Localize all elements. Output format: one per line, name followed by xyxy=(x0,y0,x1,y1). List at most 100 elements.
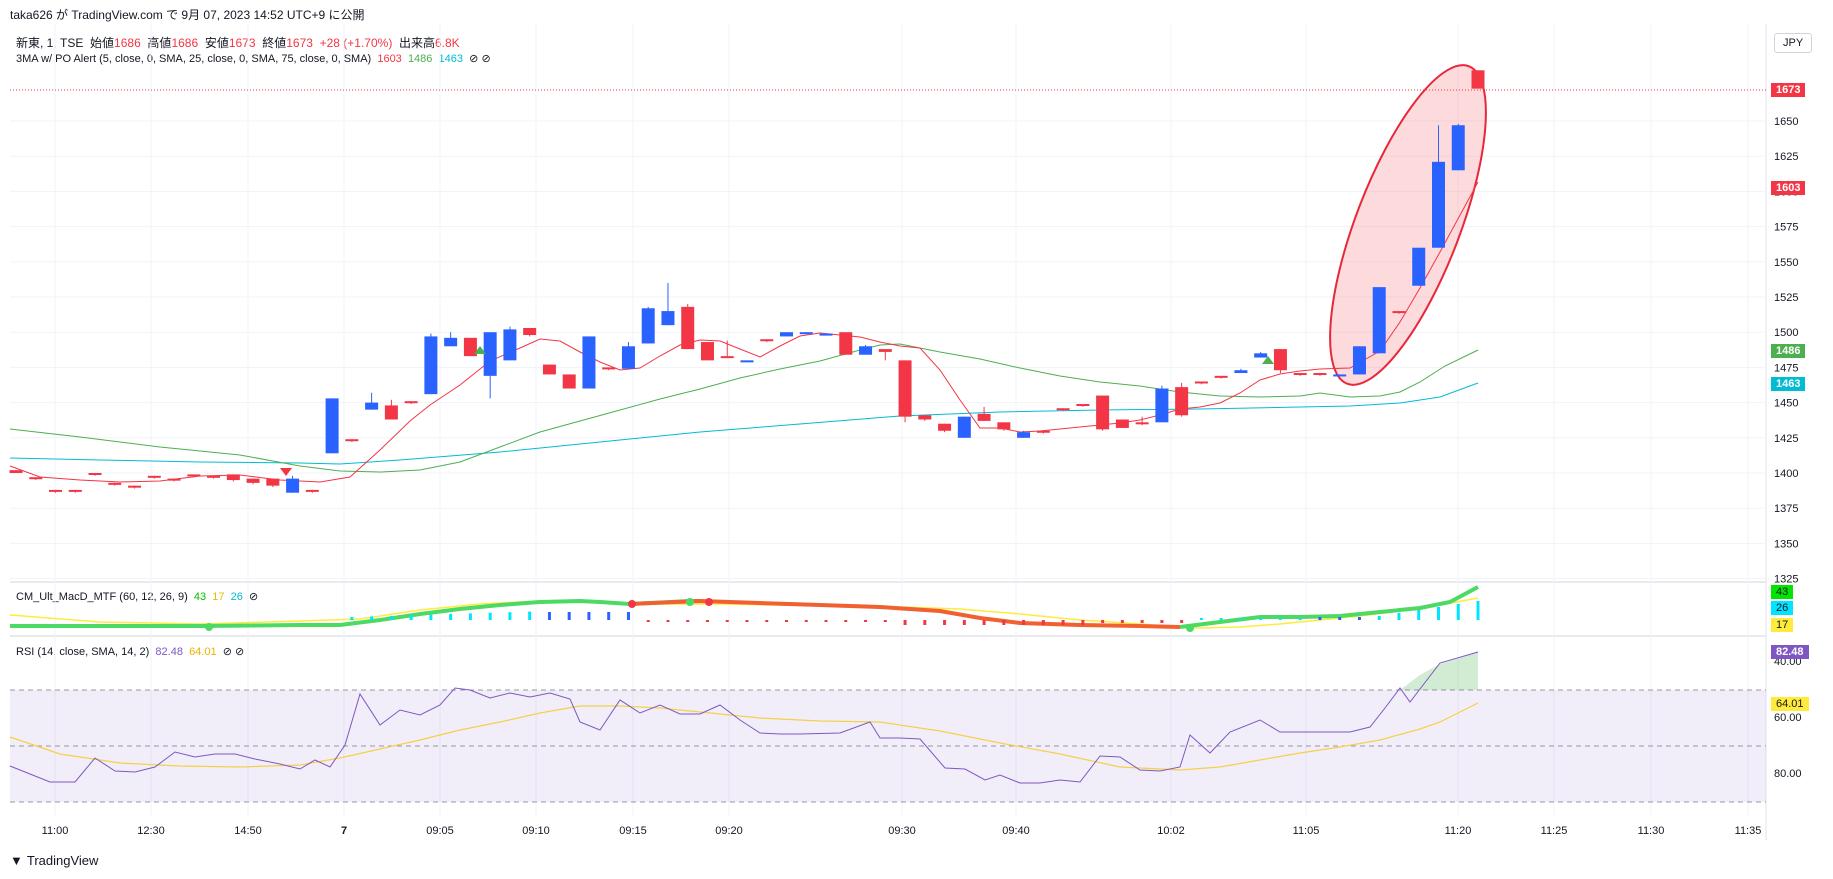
candle-body xyxy=(1175,387,1189,416)
macd-hist-bar xyxy=(765,620,769,622)
candle-body xyxy=(424,336,438,395)
rsi-tick-label: 80.00 xyxy=(1774,768,1802,780)
candle-body xyxy=(384,405,398,420)
change-value: +28 (+1.70%) xyxy=(319,36,393,50)
candle-body xyxy=(68,489,82,492)
macd-hist-bar xyxy=(508,612,512,620)
candle-body xyxy=(444,337,458,347)
close-value: 1673 xyxy=(286,36,313,50)
time-tick-label: 09:20 xyxy=(715,825,743,837)
candle-body xyxy=(29,477,43,480)
macd-hist-bar xyxy=(409,615,413,620)
time-tick-label: 09:30 xyxy=(888,825,916,837)
candle-body xyxy=(1313,373,1327,376)
candle-body xyxy=(1352,346,1366,375)
time-tick-label: 11:05 xyxy=(1293,825,1320,837)
time-tick-label: 7 xyxy=(341,825,347,837)
open-value: 1686 xyxy=(114,36,141,50)
macd-hist-bar xyxy=(370,616,374,620)
highlight-ellipse xyxy=(1329,64,1487,386)
macd-hist-bar xyxy=(1081,620,1085,625)
candle-body xyxy=(286,478,300,493)
macd-hist-bar xyxy=(350,617,354,620)
macd-badge-3: 17 xyxy=(1771,618,1794,632)
macd-hist-bar xyxy=(1436,607,1440,620)
time-tick-label: 12:30 xyxy=(137,825,165,837)
macd-line-green-2 xyxy=(1179,585,1479,629)
price-tick-label: 1325 xyxy=(1774,574,1798,586)
rsi-axis[interactable]: 40.00 60.00 80.00 xyxy=(1774,656,1802,780)
candle-body xyxy=(1096,395,1110,430)
time-tick-label: 09:40 xyxy=(1002,825,1030,837)
macd-hist-bar xyxy=(429,614,433,620)
candle-body xyxy=(1115,419,1129,428)
candle-body xyxy=(1076,404,1090,407)
candle-body xyxy=(1254,353,1268,358)
macd-dot xyxy=(1186,624,1194,632)
rsi-settings-icon[interactable]: ⊘ xyxy=(235,646,245,658)
candle-body xyxy=(1293,373,1307,376)
macd-hist-bar xyxy=(1239,618,1243,620)
candle-body xyxy=(108,482,122,485)
high-label: 高値 xyxy=(147,36,172,50)
hide-icon[interactable]: ⊘ xyxy=(469,53,479,65)
price-tick-label: 1400 xyxy=(1774,468,1798,480)
rsi-badge: 82.48 xyxy=(1771,645,1809,659)
macd-hist-bar xyxy=(883,620,887,622)
time-tick-label: 09:10 xyxy=(522,825,550,837)
price-axis[interactable]: 1325 1350 1375 1400 1425 1450 1475 1500 1525 1550… xyxy=(1774,116,1798,586)
rsi-legend[interactable]: RSI (14, close, SMA, 14, 2) 82.48 64.01 … xyxy=(16,645,244,658)
open-label: 始値 xyxy=(90,36,115,50)
candle-body xyxy=(918,415,932,420)
macd-hide-icon[interactable]: ⊘ xyxy=(249,591,259,603)
candle-body xyxy=(621,346,635,369)
candle-body xyxy=(661,311,675,326)
symbol-legend[interactable]: 新東, 1, TSE 始値1686 高値1686 安値1673 終値1673 +… xyxy=(16,34,460,51)
candle-body xyxy=(523,327,537,336)
candle-body xyxy=(147,475,161,478)
time-tick-label: 09:15 xyxy=(619,825,647,837)
candle-body xyxy=(1214,375,1228,378)
candle-body xyxy=(740,360,754,363)
candles xyxy=(9,70,1485,493)
candle-body xyxy=(325,398,339,454)
tradingview-logo[interactable]: ▼ TradingView xyxy=(10,853,98,868)
rsi-ma-line xyxy=(9,702,1479,771)
volume-value: 6.8K xyxy=(435,36,460,50)
macd-line-red xyxy=(629,598,1181,629)
ma75-line xyxy=(9,382,1479,465)
macd-hist-bar xyxy=(1476,601,1480,620)
macd-v2: 17 xyxy=(212,591,225,603)
candle-body xyxy=(760,339,774,342)
macd-hist-bar xyxy=(1318,617,1322,620)
candle-body xyxy=(1194,381,1208,384)
candle-body xyxy=(859,346,873,355)
time-axis[interactable]: 11:00 12:30 14:50 7 09:05 09:10 09:15 09:20 09:3… xyxy=(42,825,1762,837)
price-tick-label: 1425 xyxy=(1774,433,1798,445)
candle-body xyxy=(1017,432,1031,438)
candle-body xyxy=(1056,408,1070,411)
settings-icon[interactable]: ⊘ xyxy=(481,53,491,65)
macd-badge-2: 26 xyxy=(1771,601,1794,615)
candle-body xyxy=(602,367,616,370)
macd-hist-bar xyxy=(1338,617,1342,620)
ma5-value: 1603 xyxy=(377,53,402,65)
ma-indicator-legend[interactable]: 3MA w/ PO Alert (5, close, 0, SMA, 25, c… xyxy=(16,52,491,65)
publish-line: taka626 が TradingView.com で 9月 07, 2023 … xyxy=(10,8,365,22)
macd-hist-bar xyxy=(686,620,690,622)
macd-hist-bar xyxy=(567,612,571,620)
sell-signal-icon xyxy=(280,468,292,476)
rsi-hide-icon[interactable]: ⊘ xyxy=(222,646,232,658)
candle-body xyxy=(305,489,319,492)
rsi-pane xyxy=(9,651,1479,784)
macd-hist-bar xyxy=(1180,620,1184,623)
ma75-value: 1463 xyxy=(438,53,464,65)
macd-v1: 43 xyxy=(193,591,207,603)
macd-legend[interactable]: CM_Ult_MacD_MTF (60, 12, 26, 9) 43 17 26… xyxy=(16,590,258,603)
macd-hist-bar xyxy=(943,620,947,625)
candle-body xyxy=(1431,161,1445,248)
currency-button[interactable]: JPY xyxy=(1774,33,1813,53)
macd-hist-bar xyxy=(962,620,966,625)
symbol-name: 新東, 1, TSE xyxy=(16,36,84,50)
